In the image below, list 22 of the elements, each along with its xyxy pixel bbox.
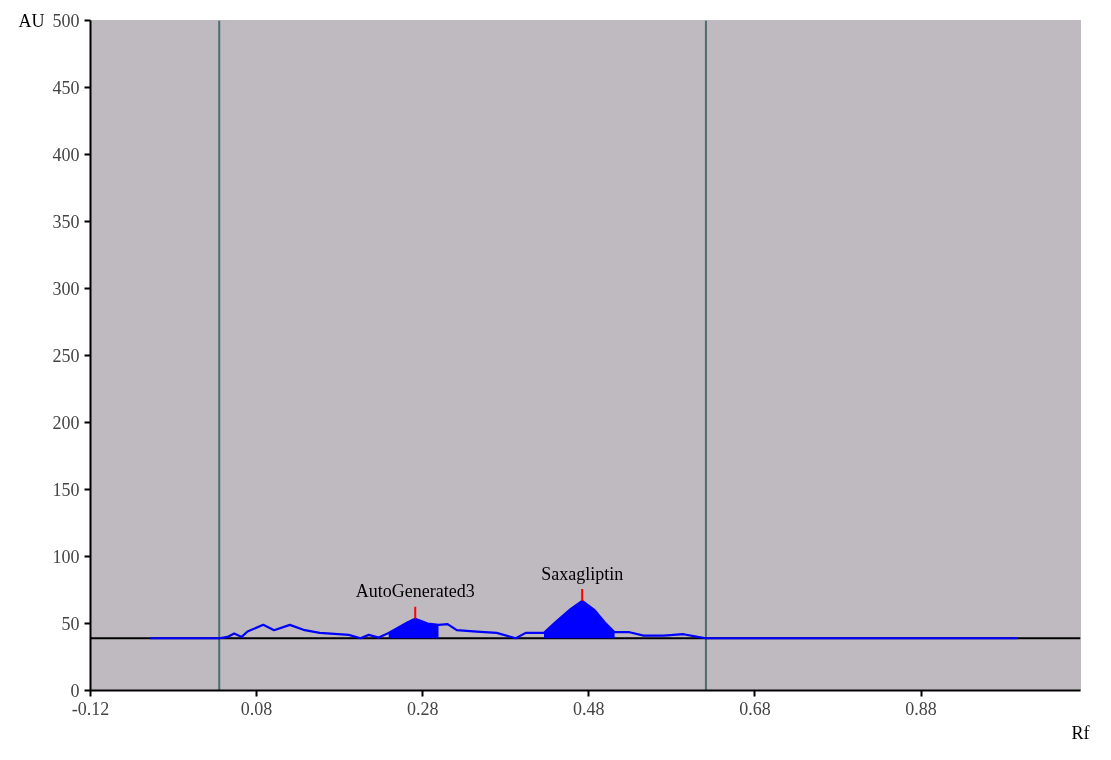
x-axis-title: Rf <box>1071 722 1090 743</box>
x-tick-label: 0.28 <box>406 698 439 719</box>
y-tick-label: 150 <box>52 480 80 500</box>
x-tick-label: -0.12 <box>71 698 110 719</box>
y-tick-label: 500 <box>52 11 80 31</box>
y-tick-label: 200 <box>52 413 80 433</box>
line-series <box>149 599 1019 640</box>
y-tick-label: 250 <box>52 346 80 366</box>
y-tick-label: 100 <box>52 547 80 567</box>
y-tick-label: 400 <box>52 145 80 165</box>
y-tick-label: 0 <box>70 681 80 701</box>
y-tick-label: 350 <box>52 212 80 232</box>
annotation: AutoGenerated3 <box>355 581 475 602</box>
y-axis-title: AU <box>18 10 45 31</box>
x-tick-label: 0.08 <box>240 698 273 719</box>
x-tick-label: 0.48 <box>573 698 605 719</box>
annotation: Saxagliptin <box>541 563 624 584</box>
x-tick-label: 0.68 <box>739 698 771 719</box>
y-tick-label: 300 <box>52 279 80 299</box>
x-tick-label: 0.88 <box>905 698 937 719</box>
y-tick-label: 450 <box>52 78 80 98</box>
y-tick-label: 50 <box>61 614 80 634</box>
